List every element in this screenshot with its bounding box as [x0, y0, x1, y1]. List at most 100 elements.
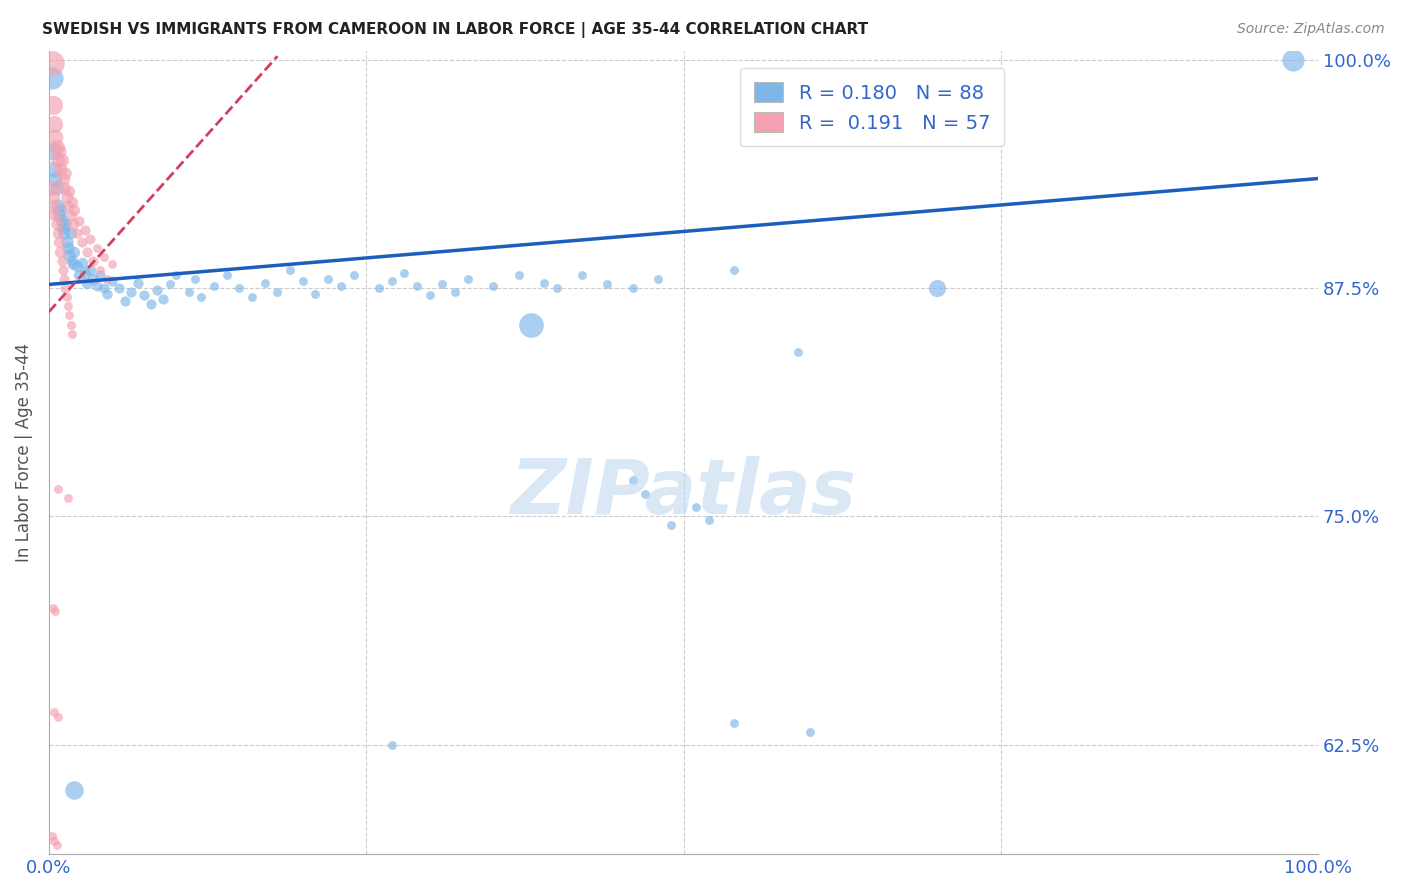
Legend: R = 0.180   N = 88, R =  0.191   N = 57: R = 0.180 N = 88, R = 0.191 N = 57 — [741, 69, 1004, 146]
Point — [342, 268, 364, 283]
Point — [53, 272, 76, 286]
Point — [56, 199, 79, 213]
Point — [152, 292, 174, 306]
Point — [55, 290, 77, 304]
Point — [73, 267, 96, 281]
Point — [42, 117, 65, 131]
Point — [51, 253, 73, 268]
Point — [329, 279, 352, 293]
Point — [63, 783, 86, 797]
Point — [634, 487, 657, 501]
Point — [134, 288, 156, 302]
Point — [42, 199, 65, 213]
Point — [49, 162, 72, 177]
Point — [82, 272, 104, 286]
Point — [184, 272, 207, 286]
Point — [432, 277, 454, 292]
Point — [621, 473, 644, 487]
Point — [381, 274, 404, 288]
Point — [316, 272, 339, 286]
Point — [52, 171, 75, 186]
Point — [63, 244, 86, 259]
Point — [58, 309, 80, 323]
Point — [62, 257, 84, 271]
Point — [659, 518, 682, 533]
Point — [444, 285, 467, 299]
Point — [60, 326, 83, 341]
Point — [45, 180, 67, 194]
Point — [42, 705, 65, 719]
Point — [228, 281, 250, 295]
Point — [139, 297, 162, 311]
Point — [59, 208, 82, 222]
Point — [291, 274, 314, 288]
Point — [59, 227, 82, 241]
Point — [55, 190, 77, 204]
Point — [51, 213, 73, 227]
Point — [45, 140, 67, 154]
Point — [41, 71, 63, 86]
Point — [89, 262, 111, 277]
Point — [368, 281, 391, 295]
Point — [647, 272, 669, 286]
Point — [46, 153, 69, 168]
Point — [52, 262, 75, 277]
Point — [55, 235, 77, 250]
Point — [46, 227, 69, 241]
Point — [46, 199, 69, 213]
Point — [58, 184, 80, 198]
Point — [41, 829, 63, 843]
Point — [44, 604, 66, 618]
Point — [927, 281, 949, 295]
Point — [93, 250, 115, 264]
Point — [67, 213, 90, 227]
Point — [45, 838, 67, 852]
Point — [394, 267, 416, 281]
Point — [159, 277, 181, 292]
Point — [56, 241, 79, 255]
Point — [41, 180, 63, 194]
Point — [48, 235, 70, 250]
Point — [76, 244, 98, 259]
Point — [55, 281, 77, 295]
Point — [457, 272, 479, 286]
Point — [215, 268, 238, 283]
Point — [46, 710, 69, 724]
Point — [66, 227, 89, 241]
Point — [52, 220, 75, 235]
Point — [697, 513, 720, 527]
Point — [723, 715, 745, 730]
Point — [70, 255, 93, 269]
Point — [59, 318, 82, 332]
Point — [571, 268, 593, 283]
Point — [278, 262, 301, 277]
Point — [520, 318, 543, 332]
Text: ZIPatlas: ZIPatlas — [510, 456, 856, 530]
Point — [79, 262, 101, 277]
Point — [42, 834, 65, 848]
Point — [53, 180, 76, 194]
Point — [596, 277, 619, 292]
Point — [190, 290, 212, 304]
Point — [60, 195, 83, 210]
Point — [42, 600, 65, 615]
Point — [101, 257, 124, 271]
Point — [96, 286, 118, 301]
Point — [44, 129, 66, 144]
Point — [76, 276, 98, 290]
Point — [53, 227, 76, 241]
Point — [89, 268, 111, 283]
Point — [253, 276, 276, 290]
Point — [1281, 53, 1303, 67]
Point — [60, 253, 83, 268]
Point — [240, 290, 263, 304]
Point — [723, 262, 745, 277]
Point — [58, 248, 80, 262]
Point — [51, 153, 73, 168]
Point — [546, 281, 568, 295]
Point — [86, 279, 108, 293]
Point — [621, 281, 644, 295]
Point — [165, 268, 187, 283]
Point — [685, 500, 707, 515]
Point — [44, 171, 66, 186]
